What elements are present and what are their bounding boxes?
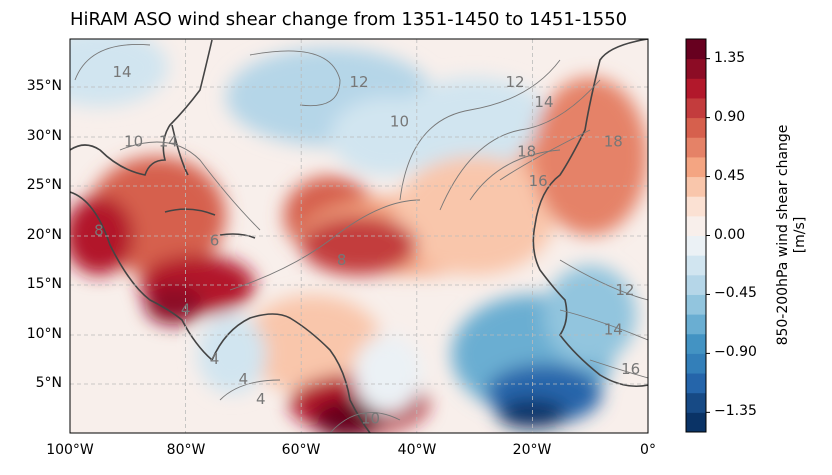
colorbar-segment (686, 215, 706, 236)
shear-anomaly-region (353, 334, 423, 414)
contour-label: 16 (529, 172, 548, 190)
x-tick-label: 0° (640, 442, 656, 458)
x-tick-label: 20°W (512, 442, 552, 458)
contour-label: 8 (94, 222, 104, 240)
contour-label: 4 (181, 301, 191, 319)
colorbar-segment (686, 235, 706, 256)
colorbar-tick-label: 1.35 (714, 49, 746, 66)
colorbar-segment (686, 117, 706, 138)
contour-label: 4 (210, 350, 220, 368)
colorbar-segment (686, 333, 706, 354)
shear-anomaly-region (393, 77, 556, 177)
colorbar-segment (686, 294, 706, 315)
y-tick-label: 5°N (35, 375, 62, 391)
contour-label: 10 (361, 410, 380, 428)
contour-label: 10 (390, 113, 409, 131)
contour-label: 10 (124, 132, 143, 150)
shear-anomaly-region (70, 195, 134, 276)
shear-anomaly-region (301, 215, 417, 276)
colorbar-segment (686, 137, 706, 158)
colorbar-label-line1: 850-200hPa wind shear change (775, 124, 791, 346)
shear-anomaly-region (70, 39, 169, 107)
coastlines (70, 39, 648, 433)
colorbar-segment (686, 176, 706, 197)
chart-title: HiRAM ASO wind shear change from 1351-14… (70, 9, 628, 30)
shear-anomaly-region (543, 265, 637, 365)
y-tick-label: 10°N (26, 326, 62, 342)
contour-label: 14 (534, 93, 553, 111)
y-tick-label: 25°N (26, 177, 62, 193)
contour-label: 12 (506, 73, 525, 91)
colorbar-segment (686, 274, 706, 295)
colorbar-segment (686, 373, 706, 394)
colorbar-segment (686, 392, 706, 413)
x-tick-label: 100°W (46, 442, 94, 458)
colorbar-tick-label: −0.90 (714, 344, 757, 361)
shear-anomaly-region (197, 314, 267, 394)
colorbar-tick-label: −1.35 (714, 403, 757, 420)
colorbar-segment (686, 78, 706, 99)
gridlines (70, 39, 648, 433)
colorbar-segment (686, 412, 706, 433)
shear-anomaly-region (145, 285, 203, 325)
colorbar-tick-label: 0.90 (714, 108, 746, 125)
contour-label: 12 (349, 73, 368, 91)
shear-anomaly-region (243, 294, 383, 394)
colorbar-label-units: [m/s] (792, 216, 808, 254)
contour-label: 4 (256, 390, 266, 408)
contour-label: 4 (239, 370, 249, 388)
contour-label: 12 (615, 281, 634, 299)
colorbar-label: 850-200hPa wind shear change [m/s] (775, 125, 809, 346)
x-tick-label: 80°W (166, 442, 206, 458)
colorbar-segment (686, 97, 706, 119)
contour-label: 8 (337, 251, 347, 269)
contour-label: 18 (604, 132, 623, 150)
shear-contours (74, 44, 648, 433)
y-tick-label: 35°N (26, 78, 62, 94)
colorbar-segment (686, 156, 706, 178)
y-tick-label: 30°N (26, 128, 62, 144)
contour-label: 14 (604, 321, 623, 339)
colorbar-tick-label: −0.45 (714, 285, 757, 302)
x-tick-label: 40°W (397, 442, 437, 458)
colorbar-segment (686, 58, 706, 79)
contour-label: 6 (210, 231, 220, 249)
contour-label: 18 (517, 142, 536, 160)
colorbar-tick-label: 0.00 (714, 226, 746, 243)
colorbar-tick-label: 0.45 (714, 167, 746, 184)
contour-label: 14 (159, 132, 178, 150)
colorbar-segment (686, 39, 706, 60)
colorbar-segment (686, 353, 706, 374)
contour-label: 16 (621, 360, 640, 378)
contour-label: 14 (112, 63, 131, 81)
x-tick-label: 60°W (281, 442, 321, 458)
shear-anomaly-region (532, 77, 648, 236)
colorbar-segment (686, 314, 706, 335)
y-tick-label: 20°N (26, 227, 62, 243)
y-tick-label: 15°N (26, 276, 62, 292)
colorbar-segment (686, 255, 706, 276)
colorbar-segment (686, 196, 706, 217)
